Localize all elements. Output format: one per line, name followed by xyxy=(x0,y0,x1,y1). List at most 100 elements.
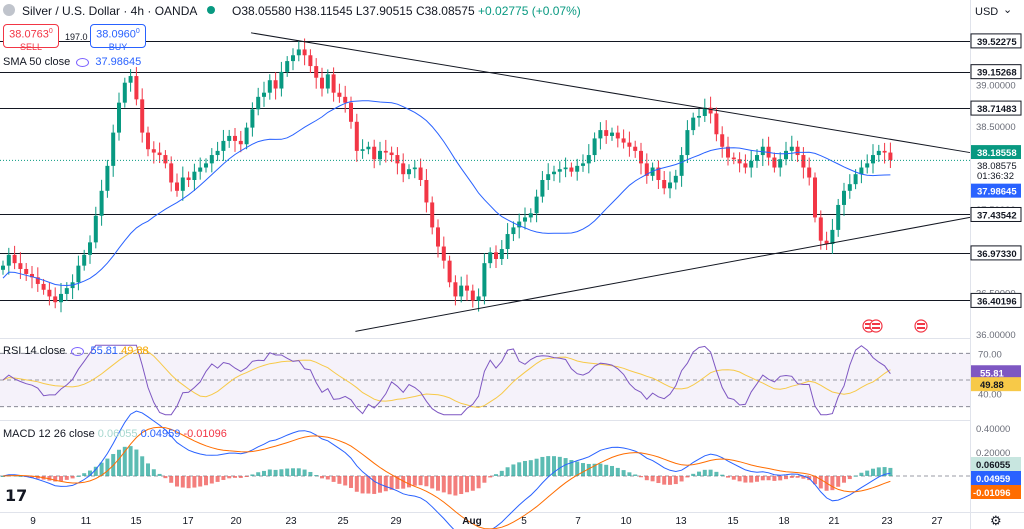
candle-body xyxy=(122,82,127,103)
macd-histogram-bar xyxy=(668,476,672,485)
macd-histogram-bar xyxy=(720,474,725,476)
candle-body xyxy=(24,268,29,274)
candle-body xyxy=(412,167,417,170)
macd-histogram-bar xyxy=(476,476,481,489)
macd-histogram-bar xyxy=(192,476,197,488)
rsi-tick-label: 70.00 xyxy=(978,349,1002,360)
chevron-down-icon[interactable]: ⌄ xyxy=(1003,4,1013,16)
macd-histogram-bar xyxy=(279,469,284,476)
macd-histogram-bar xyxy=(482,476,487,483)
trendline xyxy=(355,216,971,332)
macd-legend[interactable]: MACD 12 26 close 0.06055 0.04959 -0.0109… xyxy=(3,428,227,440)
macd-histogram-bar xyxy=(389,476,394,490)
candle-body xyxy=(430,202,435,228)
macd-histogram-bar xyxy=(186,476,191,489)
candle-body xyxy=(99,190,104,216)
candle-body xyxy=(465,285,469,291)
time-tick-label: 15 xyxy=(130,516,142,527)
candle-body xyxy=(714,113,719,135)
candle-body xyxy=(702,107,707,116)
candle-body xyxy=(447,260,452,283)
macd-histogram-bar xyxy=(836,476,841,487)
macd-histogram-bar xyxy=(749,476,754,483)
macd-histogram-bar xyxy=(818,476,823,489)
macd-histogram-bar xyxy=(372,476,377,494)
macd-histogram-bar xyxy=(737,476,742,482)
candle-body xyxy=(227,135,232,141)
time-tick-label: Aug xyxy=(462,516,481,527)
macd-histogram-bar xyxy=(256,472,261,476)
candle-body xyxy=(685,130,690,156)
candle-body xyxy=(697,115,701,118)
candle-body xyxy=(244,127,249,145)
macd-histogram-bar xyxy=(633,474,638,476)
macd-histogram-bar xyxy=(731,476,736,480)
trendline xyxy=(250,32,971,154)
candle-body xyxy=(209,155,214,164)
candle-body xyxy=(639,150,643,164)
candle-body xyxy=(64,288,69,294)
candle-body xyxy=(615,132,620,139)
candle-body xyxy=(882,150,887,153)
rsi-ma-axis-value: 49.88 xyxy=(980,380,1004,391)
macd-histogram-bar xyxy=(82,473,87,476)
candle-body xyxy=(372,146,377,160)
candle-body xyxy=(853,174,858,185)
candle-body xyxy=(6,254,11,266)
sma-price-label: 37.98645 xyxy=(977,187,1017,198)
candle-body xyxy=(633,146,638,151)
time-tick-label: 18 xyxy=(778,516,790,527)
candle-body xyxy=(1,265,5,270)
signal-axis-value: 0.04959 xyxy=(976,474,1010,485)
visibility-eye-icon[interactable] xyxy=(71,346,85,356)
macd-histogram-bar xyxy=(337,476,342,484)
candle-body xyxy=(517,221,522,228)
rsi-ma-value: 49.88 xyxy=(121,345,149,357)
macd-histogram-bar xyxy=(267,469,272,476)
visibility-eye-icon[interactable] xyxy=(76,57,90,67)
candle-body xyxy=(343,96,348,103)
gear-icon[interactable]: ⚙ xyxy=(990,513,1002,528)
candle-body xyxy=(76,265,81,283)
level-price-box xyxy=(970,100,1022,116)
candle-body xyxy=(511,227,516,235)
symbol-title[interactable]: Silver / U.S. Dollar · 4h · OANDA xyxy=(22,4,198,18)
candle-body xyxy=(569,167,574,172)
macd-histogram-bar xyxy=(673,476,678,485)
macd-tick-label: 0.40000 xyxy=(976,424,1010,435)
rsi-tick-label: 40.00 xyxy=(978,389,1002,400)
macd-histogram-bar xyxy=(540,456,545,476)
candle-body xyxy=(383,150,388,153)
candle-body xyxy=(354,121,359,151)
rsi-line xyxy=(2,344,891,416)
macd-histogram-bar xyxy=(650,476,655,482)
sell-button[interactable]: 38.07630 SELL xyxy=(3,24,59,52)
macd-histogram-bar xyxy=(726,476,730,478)
macd-histogram-bar xyxy=(395,476,400,489)
candle-body xyxy=(441,246,446,261)
macd-histogram-bar xyxy=(70,476,75,479)
macd-histogram-bar xyxy=(117,449,121,476)
candle-body xyxy=(621,138,626,143)
macd-histogram-bar xyxy=(847,476,852,480)
macd-histogram-bar xyxy=(99,462,104,476)
macd-histogram-bar xyxy=(778,476,783,481)
time-tick-label: 9 xyxy=(30,516,36,527)
candle-body xyxy=(743,163,748,168)
candle-body xyxy=(813,177,817,218)
buy-label: BUY xyxy=(108,41,128,52)
macd-histogram-bar xyxy=(314,475,319,477)
candle-body xyxy=(204,163,208,168)
macd-histogram-bar xyxy=(552,456,556,476)
buy-button[interactable]: 38.09600 BUY xyxy=(90,24,146,52)
currency-selector[interactable]: USD xyxy=(975,6,999,18)
macd-histogram-bar xyxy=(221,476,226,480)
candle-body xyxy=(749,160,754,168)
candle-body xyxy=(192,171,197,180)
candle-body xyxy=(140,99,145,133)
sma-legend[interactable]: SMA 50 close 37.98645 xyxy=(3,56,141,68)
macd-histogram-bar xyxy=(233,476,237,478)
rsi-legend[interactable]: RSI 14 close 55.81 49.88 xyxy=(3,345,149,357)
candle-body xyxy=(482,263,487,297)
